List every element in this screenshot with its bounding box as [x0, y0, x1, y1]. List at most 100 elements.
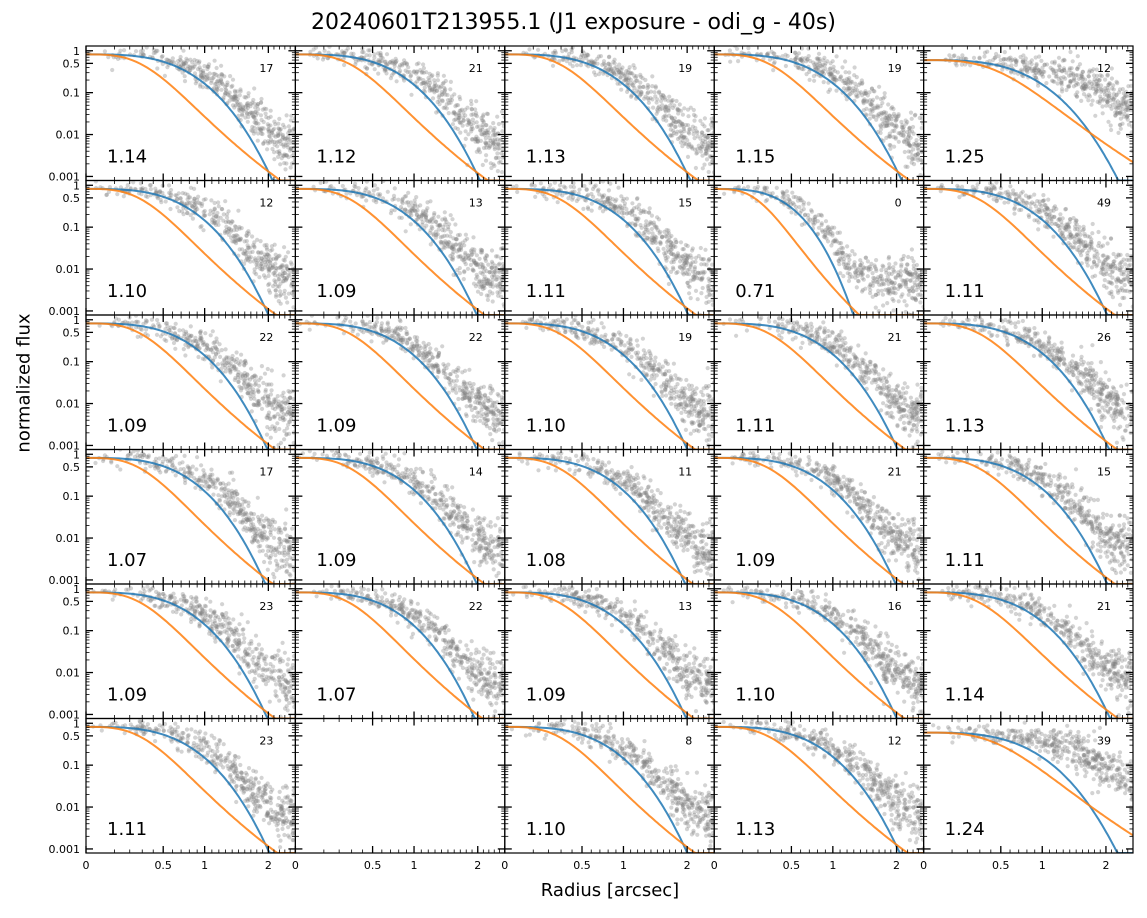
data-point — [681, 126, 686, 132]
data-point — [493, 139, 498, 144]
data-point — [281, 135, 286, 140]
data-point — [887, 131, 892, 136]
data-point — [847, 275, 852, 280]
data-point — [209, 80, 214, 85]
data-point — [673, 120, 678, 125]
data-point — [669, 100, 674, 105]
data-point — [253, 109, 258, 114]
data-point — [276, 132, 281, 137]
data-point — [765, 51, 771, 56]
data-point — [491, 141, 496, 146]
data-point — [436, 214, 441, 219]
data-point — [240, 113, 245, 118]
data-point — [703, 247, 708, 252]
data-point — [273, 294, 279, 299]
data-point — [235, 102, 240, 107]
data-point — [919, 158, 924, 163]
data-point — [680, 121, 685, 126]
data-point — [250, 112, 255, 117]
data-point — [351, 51, 356, 57]
data-point — [375, 186, 380, 191]
data-point — [885, 301, 890, 306]
data-point — [789, 210, 794, 215]
data-point — [1108, 123, 1113, 128]
data-point — [780, 195, 785, 200]
data-point — [1080, 85, 1085, 90]
data-point — [190, 65, 195, 71]
data-point — [625, 72, 630, 77]
data-point — [553, 48, 558, 54]
data-point — [910, 285, 915, 290]
data-point — [840, 78, 845, 83]
data-point — [1003, 57, 1008, 62]
data-point — [1118, 111, 1123, 116]
data-point — [555, 200, 560, 205]
data-point — [678, 129, 683, 134]
data-point — [259, 131, 264, 136]
star-count-label: 12 — [259, 197, 273, 210]
data-point — [581, 51, 587, 56]
data-point — [879, 268, 884, 273]
data-point — [183, 61, 189, 66]
data-point — [823, 219, 829, 224]
data-point — [415, 69, 420, 74]
data-point — [813, 214, 818, 219]
data-point — [286, 134, 291, 139]
data-point — [871, 106, 876, 111]
data-point — [1125, 108, 1130, 113]
data-point — [215, 87, 220, 93]
data-point — [963, 62, 968, 67]
data-point — [1096, 81, 1101, 86]
data-point — [140, 48, 145, 53]
data-point — [476, 148, 481, 153]
data-point — [1098, 96, 1103, 102]
data-point — [700, 130, 705, 135]
data-point — [669, 122, 674, 127]
data-point — [475, 139, 480, 145]
data-point — [223, 91, 228, 96]
data-point — [398, 68, 403, 73]
data-point — [846, 79, 851, 84]
data-point — [900, 133, 906, 138]
data-point — [500, 129, 505, 134]
data-point — [799, 58, 804, 63]
data-point — [490, 299, 495, 304]
data-point — [638, 72, 643, 77]
data-point — [448, 87, 453, 92]
data-point — [903, 266, 909, 271]
data-point — [463, 136, 468, 141]
data-point — [996, 54, 1001, 59]
data-point — [659, 106, 665, 111]
data-point — [568, 184, 573, 189]
data-point — [852, 65, 857, 70]
data-point — [819, 64, 825, 69]
data-point — [125, 183, 130, 188]
data-point — [469, 129, 474, 134]
moffat-fit-line — [714, 53, 924, 181]
data-point — [893, 136, 898, 141]
data-point — [1008, 55, 1013, 60]
data-point — [1027, 66, 1032, 71]
data-point — [393, 60, 398, 65]
data-point — [441, 224, 446, 230]
data-point — [1068, 73, 1073, 78]
data-point — [265, 147, 270, 152]
data-point — [883, 268, 889, 273]
panel-1-marks — [86, 46, 296, 181]
data-point — [655, 246, 660, 251]
data-point — [311, 47, 316, 52]
data-point — [165, 57, 170, 63]
data-point — [248, 104, 253, 109]
data-point — [1105, 97, 1110, 102]
data-point — [392, 61, 397, 66]
data-point — [807, 77, 812, 82]
data-point — [205, 66, 210, 72]
data-point — [484, 111, 490, 116]
data-point — [862, 91, 867, 96]
data-point — [1090, 98, 1095, 103]
data-point — [266, 129, 271, 135]
data-point — [1063, 76, 1068, 81]
data-point — [532, 183, 537, 188]
data-point — [625, 80, 631, 85]
data-point — [896, 112, 901, 117]
